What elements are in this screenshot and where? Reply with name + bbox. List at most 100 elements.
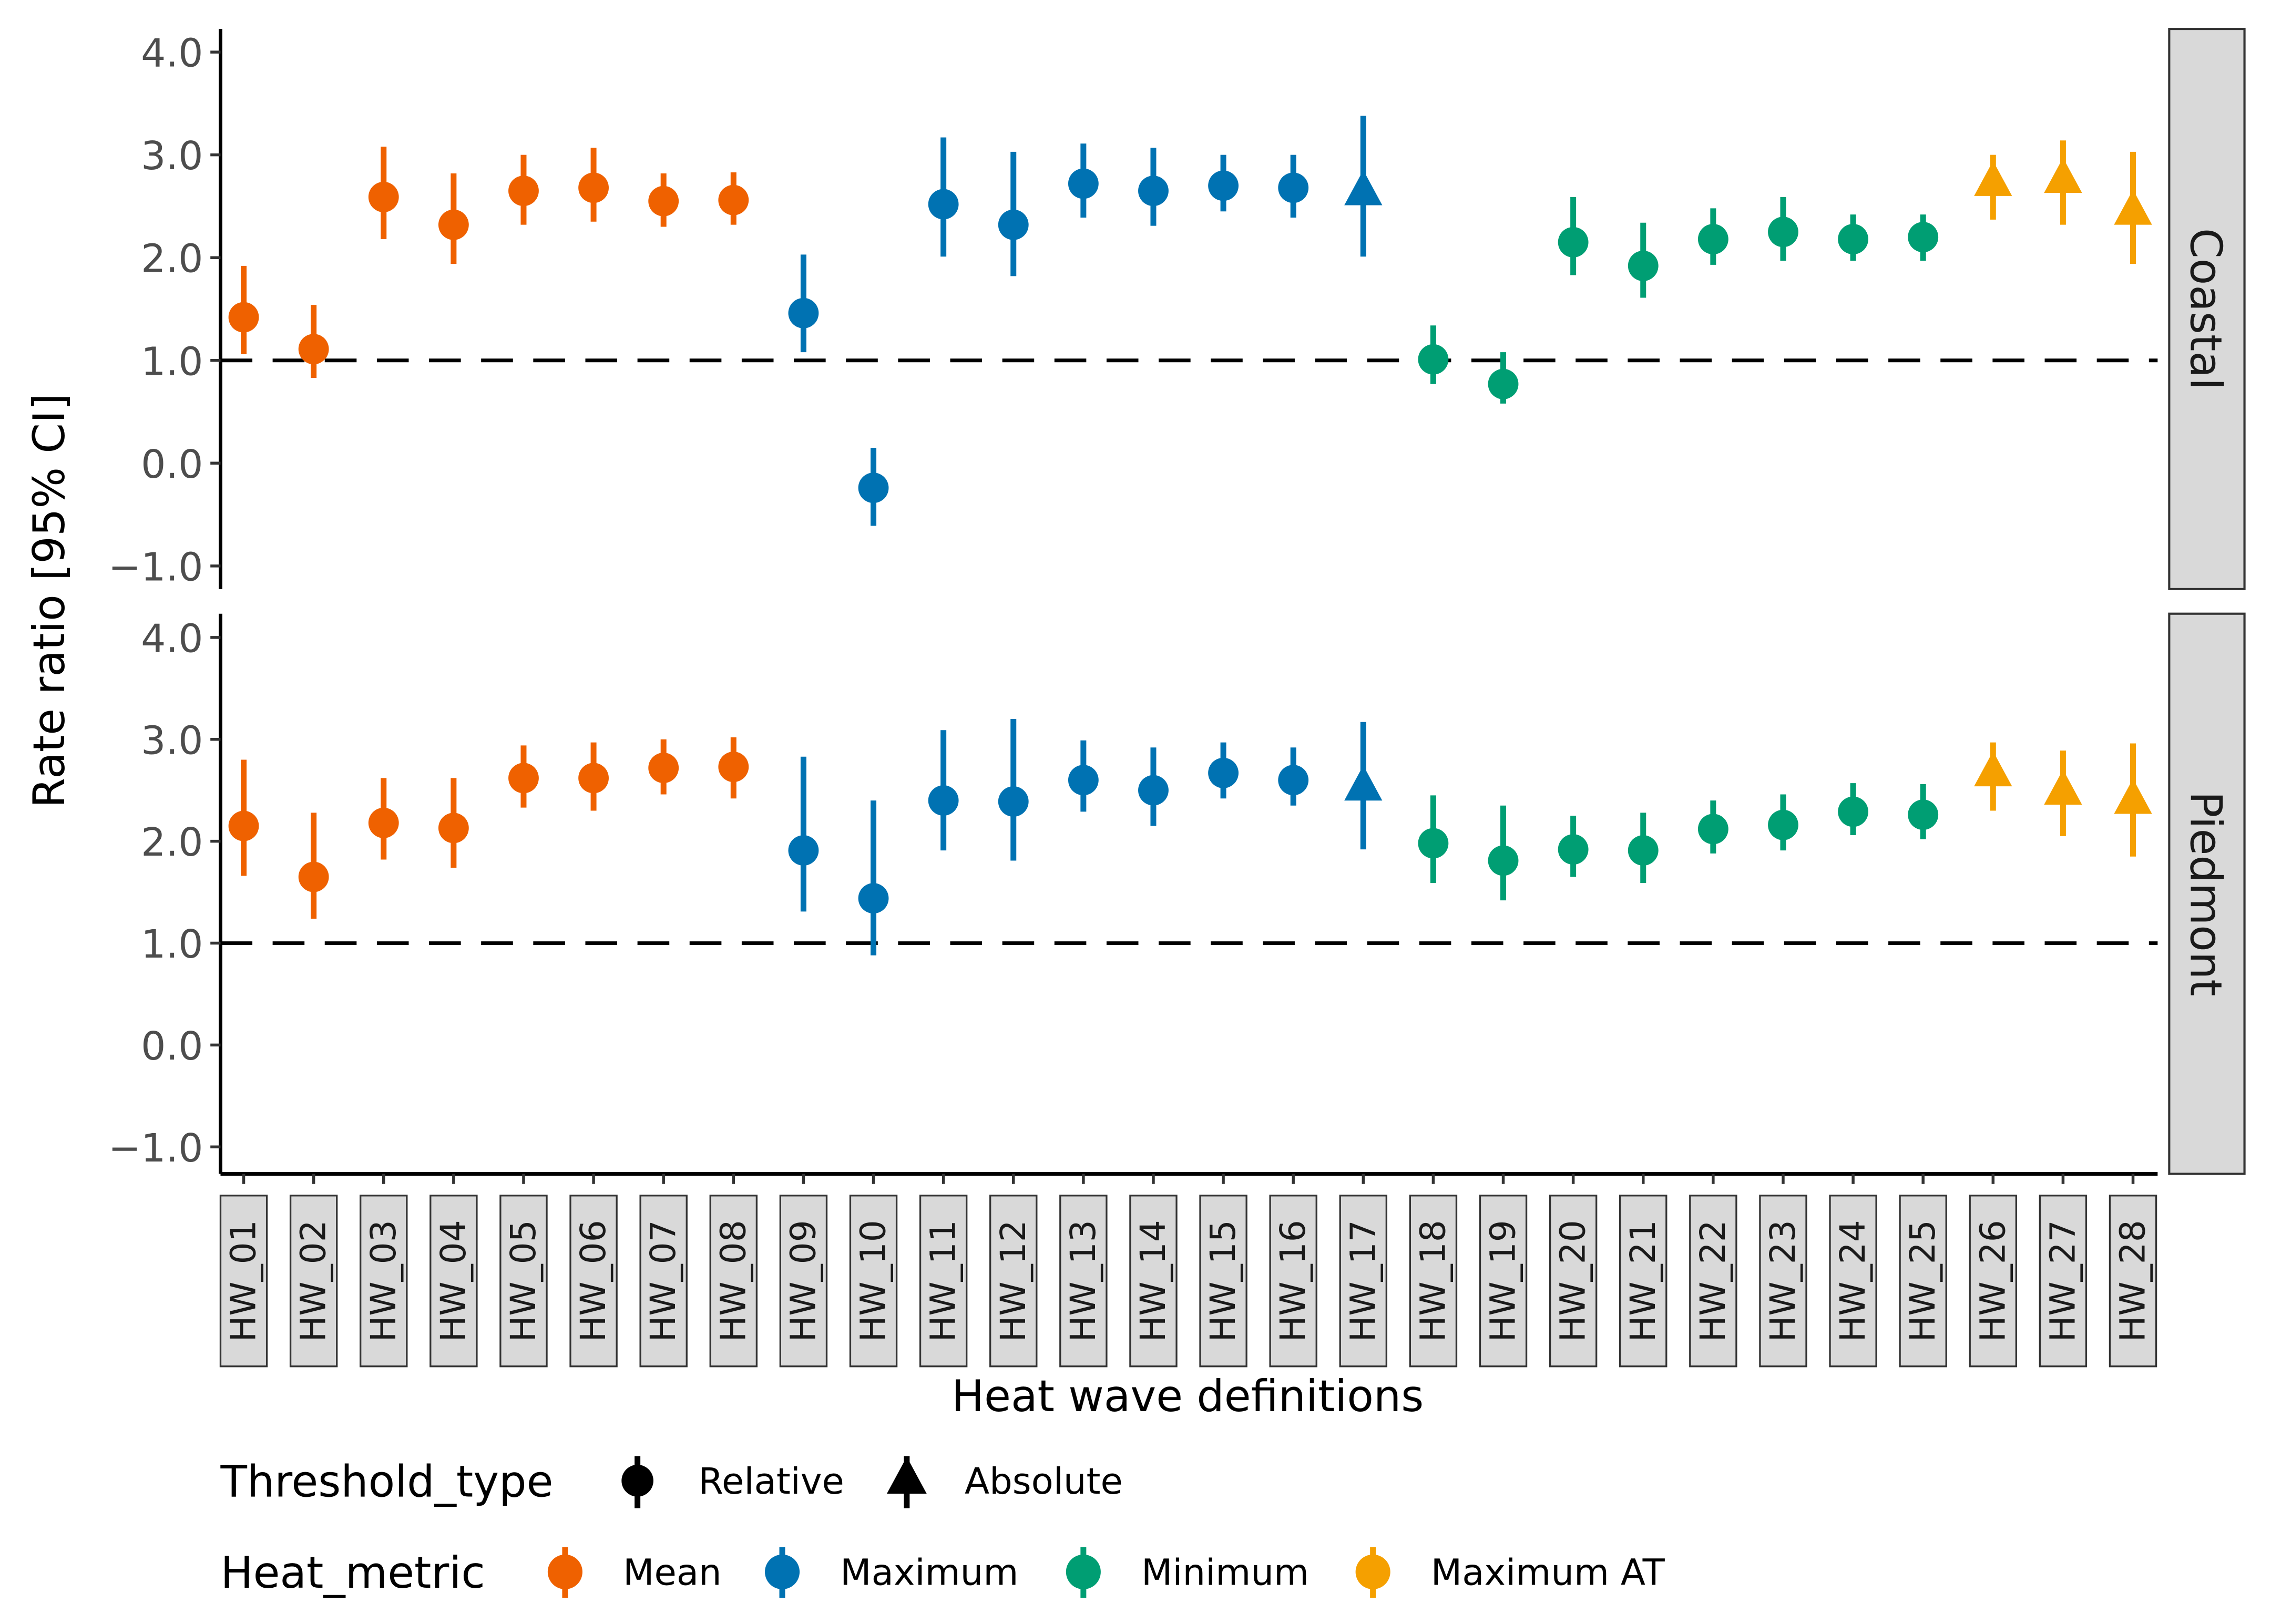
x-tick-label-box	[1549, 1195, 1598, 1368]
x-tick-hw_03: HW_03	[360, 1174, 408, 1368]
point-marker	[648, 186, 679, 217]
x-tick-label-box	[289, 1195, 338, 1368]
x-tick-hw_28: HW_28	[2109, 1174, 2157, 1368]
legend: Threshold_type Heat_metric Relative Absol…	[220, 1456, 1665, 1598]
x-tick-label: HW_13	[1063, 1220, 1103, 1342]
y-axis-title: Rate ratio [95% CI]	[24, 394, 75, 808]
point-marker	[1908, 799, 1939, 830]
point-marker	[508, 176, 539, 207]
x-tick-label-box	[989, 1195, 1038, 1368]
data-point-hw_12	[998, 718, 1029, 861]
x-tick-label-box	[360, 1195, 408, 1368]
point-marker	[928, 785, 959, 816]
x-tick-label: HW_09	[783, 1220, 823, 1342]
data-point-hw_05	[508, 745, 539, 808]
data-point-hw_04	[438, 778, 469, 868]
x-tick-hw_22: HW_22	[1689, 1174, 1737, 1368]
point-marker	[1697, 814, 1728, 845]
x-tick-label: HW_24	[1833, 1220, 1873, 1342]
data-point-hw_27	[2044, 140, 2082, 225]
point-marker	[298, 861, 329, 892]
point-marker	[438, 813, 469, 844]
data-point-hw_01	[228, 265, 259, 355]
data-point-hw_19	[1488, 352, 1519, 404]
data-point-hw_02	[298, 305, 329, 378]
data-point-hw_25	[1908, 784, 1939, 839]
point-marker	[1138, 775, 1169, 806]
legend-threshold-title: Threshold_type	[220, 1457, 553, 1507]
legend-label: Minimum	[1141, 1552, 1309, 1594]
x-tick-label-box	[1969, 1195, 2018, 1368]
y-tick-label: 1.0	[141, 338, 203, 384]
point-marker	[1208, 170, 1239, 201]
point-marker	[228, 302, 259, 333]
x-tick-hw_24: HW_24	[1829, 1174, 1877, 1368]
x-tick-hw_02: HW_02	[289, 1174, 338, 1368]
data-point-hw_05	[508, 155, 539, 225]
point-marker	[928, 189, 959, 220]
point-marker	[1768, 217, 1798, 248]
x-tick-label: HW_28	[2113, 1220, 2153, 1342]
point-marker	[578, 763, 609, 794]
x-tick-label-box	[919, 1195, 968, 1368]
x-tick-label: HW_20	[1553, 1220, 1593, 1342]
x-tick-label-box	[569, 1195, 618, 1368]
point-marker	[1697, 224, 1728, 254]
legend-label: Relative	[698, 1461, 844, 1503]
point-marker	[648, 753, 679, 783]
x-tick-hw_07: HW_07	[639, 1174, 688, 1368]
point-marker	[1974, 161, 2012, 196]
data-point-hw_08	[718, 737, 749, 799]
point-marker	[718, 184, 749, 215]
x-tick-label: HW_04	[433, 1220, 474, 1342]
x-tick-label: HW_26	[1972, 1220, 2013, 1342]
data-point-hw_24	[1838, 214, 1868, 261]
data-point-hw_28	[2114, 743, 2152, 857]
point-marker	[368, 181, 399, 212]
data-point-hw_26	[1974, 155, 2012, 220]
x-tick-label-box	[1899, 1195, 1947, 1368]
x-tick-label: HW_25	[1902, 1220, 1943, 1342]
x-tick-hw_23: HW_23	[1759, 1174, 1807, 1368]
facet-strip	[2168, 28, 2246, 590]
y-tick-label: 1.0	[141, 921, 203, 967]
x-tick-hw_18: HW_18	[1409, 1174, 1458, 1368]
data-point-hw_23	[1768, 197, 1798, 261]
facet-strip-label: Piedmont	[2181, 792, 2231, 996]
point-marker	[1838, 224, 1868, 254]
x-tick-label-box	[1269, 1195, 1317, 1368]
point-marker	[1488, 845, 1519, 876]
x-tick-label: HW_23	[1763, 1220, 1803, 1342]
circle-icon	[1355, 1554, 1390, 1589]
point-marker	[858, 883, 889, 914]
legend-metric-title: Heat_metric	[220, 1548, 485, 1598]
x-axis-title: Heat wave definitions	[952, 1371, 1424, 1422]
data-point-hw_23	[1768, 794, 1798, 851]
x-tick-label-box	[849, 1195, 898, 1368]
x-tick-label-box	[1129, 1195, 1178, 1368]
x-tick-label-box	[1759, 1195, 1807, 1368]
x-tick-label: HW_10	[853, 1220, 894, 1342]
point-marker	[788, 835, 819, 866]
x-tick-hw_21: HW_21	[1619, 1174, 1668, 1368]
data-point-hw_13	[1068, 740, 1099, 812]
point-marker	[578, 172, 609, 203]
point-marker	[1278, 765, 1309, 796]
y-tick-label: 2.0	[141, 236, 203, 282]
x-tick-label: HW_15	[1203, 1220, 1243, 1342]
data-point-hw_19	[1488, 805, 1519, 901]
x-tick-label: HW_07	[643, 1220, 683, 1342]
data-point-hw_18	[1418, 795, 1449, 883]
data-point-hw_22	[1697, 208, 1728, 265]
legend-threshold-relative: Relative	[621, 1456, 844, 1508]
x-tick-label-box	[1479, 1195, 1528, 1368]
data-point-hw_22	[1697, 800, 1728, 854]
panel-piedmont: 4.0 3.0 2.0 1.0 0.0 −1.0 Piedmont	[108, 612, 2246, 1176]
data-point-hw_13	[1068, 143, 1099, 218]
data-point-hw_03	[368, 147, 399, 240]
x-tick-label-box	[1829, 1195, 1877, 1368]
data-point-hw_21	[1628, 222, 1659, 298]
x-tick-label-box	[639, 1195, 688, 1368]
x-tick-label-box	[1059, 1195, 1108, 1368]
x-tick-label: HW_21	[1623, 1220, 1663, 1342]
